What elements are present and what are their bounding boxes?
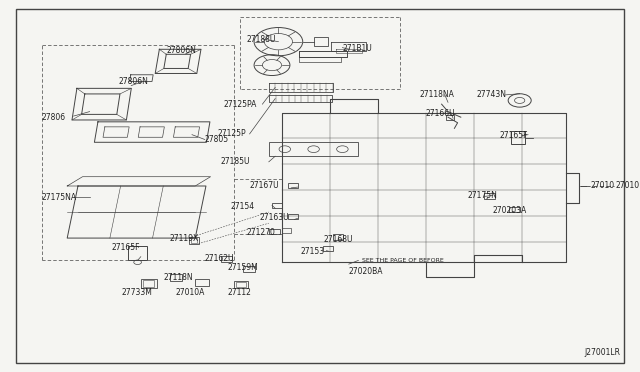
Bar (288, 214, 298, 219)
Text: 27153: 27153 (301, 247, 325, 256)
Text: 27010: 27010 (616, 182, 640, 190)
Bar (189, 237, 199, 244)
Text: 27119X: 27119X (170, 234, 199, 243)
Text: J27001LR: J27001LR (585, 348, 621, 357)
Text: 27165F: 27165F (112, 243, 141, 252)
Text: 27125P: 27125P (218, 129, 246, 138)
Text: 27125PA: 27125PA (224, 100, 257, 109)
Text: 27168U: 27168U (323, 235, 353, 244)
Text: 27806N: 27806N (118, 77, 148, 86)
Text: 27010A: 27010A (176, 288, 205, 296)
Text: SEE THE PAGE OF BEFORE: SEE THE PAGE OF BEFORE (362, 258, 444, 263)
Bar (323, 246, 333, 251)
Text: 27733M: 27733M (122, 288, 152, 296)
Text: 27118NA: 27118NA (419, 90, 454, 99)
Bar (484, 193, 495, 199)
Text: 27167U: 27167U (250, 182, 279, 190)
Text: 27165F: 27165F (499, 131, 528, 140)
Text: 271B1U: 271B1U (342, 44, 372, 53)
Bar (128, 246, 147, 260)
Text: 27162U: 27162U (205, 254, 234, 263)
Bar (282, 228, 291, 232)
Bar (243, 266, 255, 272)
Text: 271270: 271270 (246, 228, 275, 237)
Text: 27806: 27806 (42, 113, 66, 122)
Bar (269, 229, 280, 234)
Text: 27118N: 27118N (163, 273, 193, 282)
Text: 27188U: 27188U (246, 35, 276, 44)
Bar (269, 142, 358, 156)
Bar (143, 280, 154, 287)
Text: 27112: 27112 (227, 288, 251, 296)
Text: 27175N: 27175N (467, 191, 497, 200)
Bar (221, 256, 232, 262)
Bar (509, 207, 520, 212)
Text: 27154: 27154 (230, 202, 255, 211)
Bar (272, 203, 282, 208)
Text: 27805: 27805 (205, 135, 229, 144)
Bar (170, 274, 182, 281)
Text: 27159M: 27159M (227, 263, 258, 272)
Bar (511, 131, 525, 144)
Text: 270203A: 270203A (493, 206, 527, 215)
Bar (288, 183, 298, 188)
Bar (236, 282, 246, 287)
Text: 27185U: 27185U (221, 157, 250, 166)
Bar (195, 279, 209, 286)
Text: 27175NA: 27175NA (42, 193, 77, 202)
Bar (314, 37, 328, 46)
Text: 27806N: 27806N (166, 46, 196, 55)
Text: 27010: 27010 (590, 182, 614, 190)
Text: 27743N: 27743N (477, 90, 507, 99)
Bar (141, 279, 157, 288)
Text: 27166U: 27166U (426, 109, 455, 118)
Text: 27020BA: 27020BA (349, 267, 383, 276)
Bar (333, 234, 343, 240)
Text: 27163U: 27163U (259, 213, 289, 222)
Bar (234, 281, 248, 288)
Bar (191, 238, 197, 243)
Bar (446, 115, 454, 120)
